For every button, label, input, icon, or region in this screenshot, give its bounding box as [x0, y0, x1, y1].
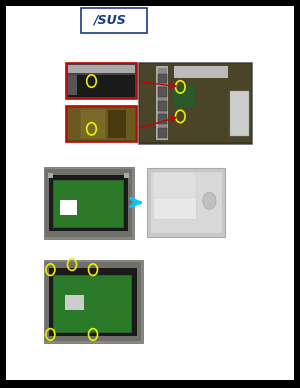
Bar — [150, 171, 222, 233]
Text: /SUS: /SUS — [93, 13, 126, 26]
Bar — [68, 75, 135, 97]
Bar — [60, 200, 76, 215]
Bar — [66, 63, 136, 99]
Bar — [68, 108, 135, 140]
Bar — [138, 62, 252, 144]
Bar — [48, 173, 52, 178]
Bar — [45, 169, 132, 237]
Bar — [52, 180, 123, 227]
Bar — [153, 171, 196, 198]
Bar — [140, 64, 250, 142]
Bar — [230, 91, 249, 136]
Bar — [108, 110, 126, 138]
Bar — [44, 167, 134, 239]
Bar — [153, 190, 196, 219]
Bar — [50, 268, 136, 336]
Bar — [156, 66, 168, 140]
Bar — [52, 275, 130, 332]
Bar — [81, 110, 105, 138]
Circle shape — [203, 192, 216, 209]
Bar — [68, 65, 135, 73]
Bar — [158, 74, 166, 83]
Bar — [66, 106, 136, 142]
Bar — [158, 68, 166, 138]
Bar — [50, 175, 128, 231]
Bar — [81, 8, 147, 33]
Bar — [174, 85, 195, 107]
Bar — [158, 128, 166, 138]
Bar — [124, 173, 129, 178]
Bar — [64, 295, 84, 310]
Bar — [158, 87, 166, 97]
Bar — [68, 75, 77, 95]
Bar — [174, 66, 228, 78]
Bar — [147, 168, 225, 237]
Bar — [45, 262, 141, 341]
Bar — [44, 260, 142, 343]
Bar — [158, 114, 166, 124]
Bar — [158, 101, 166, 111]
